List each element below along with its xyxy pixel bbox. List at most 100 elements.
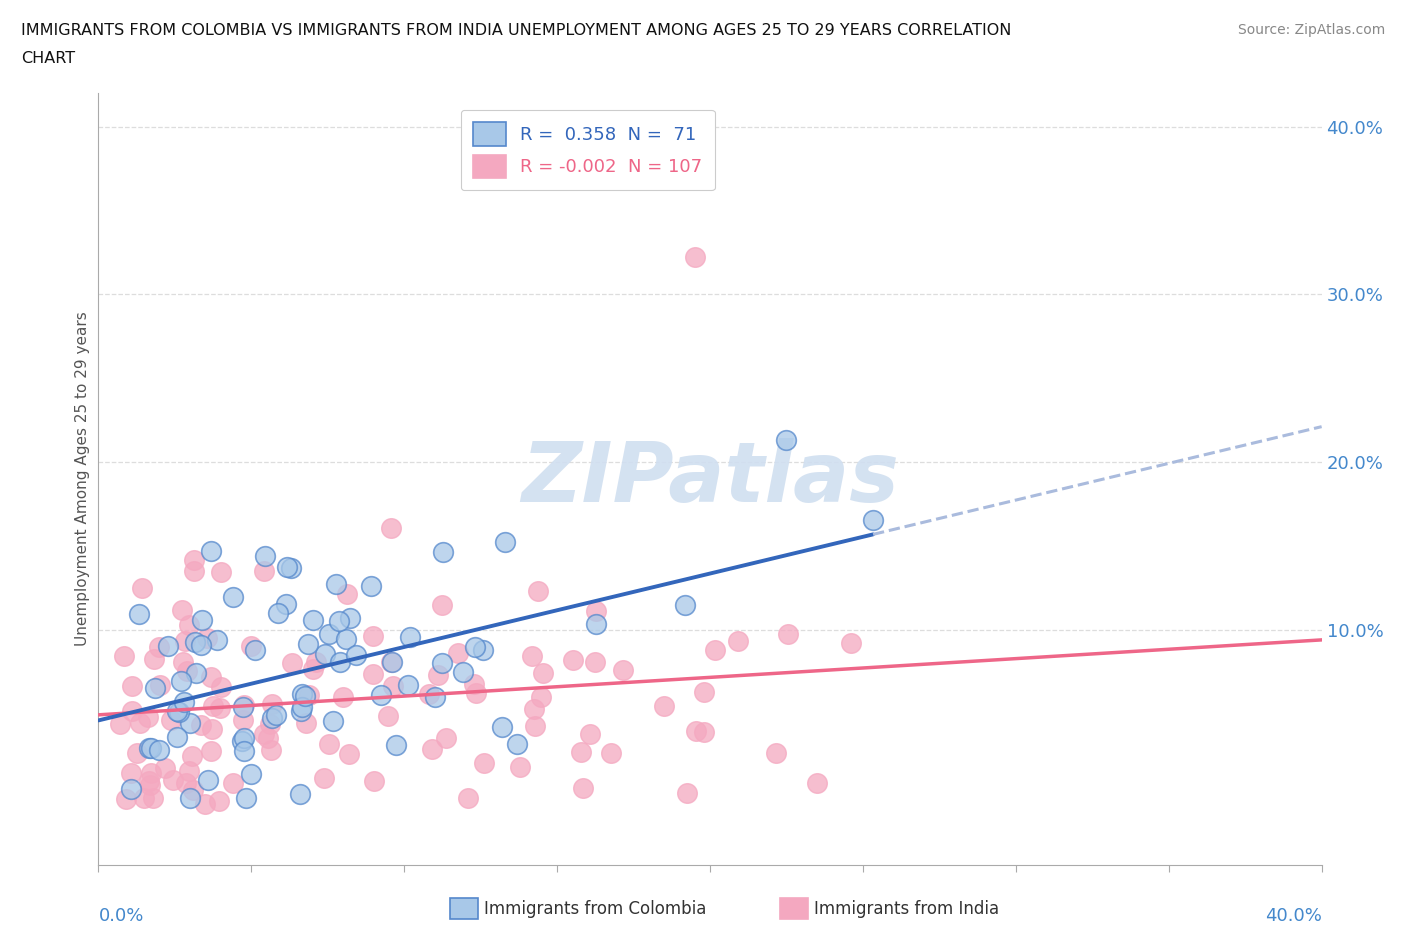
Point: [298, 687, 321, 702]
Point: [529, 690, 551, 705]
Point: [361, 628, 384, 643]
Point: [170, 603, 193, 618]
Point: [184, 634, 207, 649]
Point: [239, 766, 262, 781]
Point: [523, 701, 546, 716]
Point: [426, 668, 449, 683]
Point: [778, 626, 800, 641]
Point: [173, 695, 195, 710]
Point: [472, 643, 495, 658]
Point: [432, 545, 454, 560]
Point: [652, 698, 675, 713]
Point: [377, 709, 399, 724]
Point: [422, 741, 444, 756]
Point: [360, 578, 382, 593]
Point: [121, 704, 143, 719]
Legend: R =  0.358  N =  71, R = -0.002  N = 107: R = 0.358 N = 71, R = -0.002 N = 107: [461, 110, 714, 191]
Point: [297, 637, 319, 652]
Point: [281, 656, 304, 671]
Point: [253, 549, 276, 564]
Point: [267, 605, 290, 620]
Point: [339, 610, 361, 625]
Point: [370, 687, 392, 702]
Point: [862, 512, 884, 527]
Point: [318, 737, 340, 751]
Point: [464, 639, 486, 654]
Point: [683, 250, 706, 265]
Point: [291, 699, 314, 714]
Point: [266, 708, 288, 723]
Point: [302, 661, 325, 676]
Text: IMMIGRANTS FROM COLOMBIA VS IMMIGRANTS FROM INDIA UNEMPLOYMENT AMONG AGES 25 TO : IMMIGRANTS FROM COLOMBIA VS IMMIGRANTS F…: [21, 23, 1011, 38]
Point: [180, 749, 202, 764]
Point: [288, 787, 311, 802]
Point: [166, 729, 188, 744]
Point: [235, 790, 257, 805]
Point: [121, 679, 143, 694]
Point: [494, 534, 516, 549]
Point: [361, 667, 384, 682]
Point: [191, 613, 214, 628]
Point: [232, 731, 254, 746]
Point: [115, 792, 138, 807]
Point: [208, 794, 231, 809]
Point: [380, 521, 402, 536]
Point: [132, 790, 155, 805]
Point: [318, 627, 340, 642]
Point: [336, 587, 359, 602]
Point: [112, 648, 135, 663]
Point: [302, 613, 325, 628]
Point: [200, 544, 222, 559]
Point: [232, 698, 254, 712]
Point: [156, 639, 179, 654]
Text: Immigrants from India: Immigrants from India: [814, 899, 1000, 918]
Point: [432, 598, 454, 613]
Point: [179, 715, 201, 730]
Point: [295, 715, 318, 730]
Point: [274, 597, 297, 612]
Point: [451, 665, 474, 680]
Point: [201, 722, 224, 737]
Point: [222, 776, 245, 790]
Point: [179, 790, 201, 805]
Point: [142, 790, 165, 805]
Point: [162, 772, 184, 787]
Point: [120, 781, 142, 796]
Point: [176, 776, 198, 790]
Point: [148, 640, 170, 655]
Point: [222, 590, 245, 604]
Point: [174, 633, 197, 648]
Point: [526, 583, 548, 598]
Point: [177, 764, 200, 778]
Point: [673, 597, 696, 612]
Point: [208, 700, 231, 715]
Point: [253, 726, 276, 741]
Text: ZIPatlas: ZIPatlas: [522, 438, 898, 520]
Point: [305, 655, 328, 670]
Point: [294, 688, 316, 703]
Point: [434, 730, 457, 745]
Point: [491, 720, 513, 735]
Point: [170, 673, 193, 688]
Text: Source: ZipAtlas.com: Source: ZipAtlas.com: [1237, 23, 1385, 37]
Point: [160, 713, 183, 728]
Point: [585, 617, 607, 631]
Point: [579, 726, 602, 741]
Point: [232, 699, 254, 714]
Point: [385, 737, 408, 752]
Point: [240, 639, 263, 654]
Point: [177, 618, 200, 632]
Point: [329, 655, 352, 670]
Point: [472, 755, 495, 770]
Point: [418, 686, 440, 701]
Point: [108, 716, 131, 731]
Point: [447, 645, 470, 660]
Point: [260, 697, 283, 711]
Point: [194, 797, 217, 812]
Point: [344, 648, 367, 663]
Point: [129, 715, 152, 730]
Point: [765, 746, 787, 761]
Point: [139, 765, 162, 780]
Point: [257, 730, 280, 745]
Point: [232, 712, 254, 727]
